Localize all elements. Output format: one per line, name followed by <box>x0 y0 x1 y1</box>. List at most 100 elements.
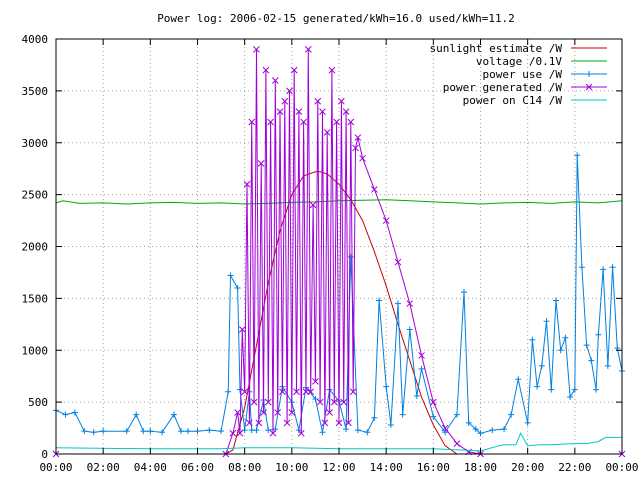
data-point <box>253 46 260 53</box>
data-point <box>609 264 616 271</box>
series-line <box>55 155 623 434</box>
data-point <box>319 108 326 115</box>
y-tick-label: 1000 <box>22 344 49 357</box>
data-point <box>297 429 305 437</box>
data-point <box>441 424 449 432</box>
chart-title: Power log: 2006-02-15 generated/kWh=16.0… <box>157 12 515 25</box>
data-point <box>288 409 296 416</box>
data-point <box>557 347 564 354</box>
data-point <box>489 427 496 434</box>
data-point <box>159 429 166 436</box>
data-point <box>338 97 345 105</box>
data-point <box>501 426 508 433</box>
x-tick-label: 14:00 <box>370 461 403 474</box>
data-point <box>227 272 234 279</box>
series-line <box>55 199 623 205</box>
data-point <box>538 362 545 369</box>
x-tick-label: 20:00 <box>511 461 544 474</box>
x-tick-label: 00:00 <box>39 461 72 474</box>
legend-marker <box>586 71 592 77</box>
data-point <box>343 426 350 433</box>
data-point <box>477 430 484 437</box>
data-point <box>406 326 413 333</box>
data-point <box>364 429 371 436</box>
x-tick-label: 06:00 <box>181 461 214 474</box>
data-point <box>342 108 350 115</box>
data-point <box>430 413 437 420</box>
data-point <box>194 428 201 435</box>
data-point <box>241 388 249 396</box>
data-point <box>279 388 286 396</box>
x-tick-label: 08:00 <box>228 461 261 474</box>
data-point <box>140 428 147 435</box>
legend-label: sunlight estimate /W <box>430 42 563 55</box>
y-tick-label: 3000 <box>22 137 49 150</box>
data-point <box>328 66 336 74</box>
y-tick-label: 2500 <box>22 189 49 202</box>
data-point <box>234 409 241 416</box>
data-point <box>62 411 69 418</box>
data-point <box>534 383 541 390</box>
data-point <box>262 66 270 74</box>
data-point <box>465 419 472 426</box>
data-point <box>583 342 590 349</box>
data-point <box>382 217 390 224</box>
data-point <box>524 419 531 426</box>
data-point <box>354 134 362 141</box>
y-tick-label: 2000 <box>22 241 49 254</box>
data-point <box>371 186 378 193</box>
data-point <box>387 421 394 428</box>
data-point <box>243 180 251 188</box>
series-4 <box>55 432 622 452</box>
data-point <box>604 362 611 369</box>
data-point <box>595 331 602 338</box>
data-point <box>508 411 515 418</box>
data-point <box>347 253 354 260</box>
data-point <box>460 289 467 296</box>
data-point <box>225 388 232 395</box>
data-point <box>133 411 140 418</box>
data-point <box>253 427 260 434</box>
data-point <box>236 429 244 437</box>
data-point <box>529 336 536 343</box>
legend-marker <box>585 83 593 91</box>
data-point <box>333 118 340 126</box>
data-point <box>548 386 555 393</box>
data-point <box>418 365 425 372</box>
data-point <box>340 398 348 406</box>
series-line <box>55 432 622 452</box>
data-point <box>255 419 263 427</box>
data-point <box>600 266 607 273</box>
series-layer <box>52 46 626 458</box>
data-point <box>81 428 88 435</box>
data-point <box>354 427 361 434</box>
data-point <box>246 419 253 427</box>
data-point <box>293 388 300 396</box>
data-point <box>442 429 449 436</box>
data-point <box>260 409 267 416</box>
data-point <box>307 388 315 396</box>
data-point <box>552 297 559 304</box>
data-point <box>147 428 154 435</box>
legend-label: voltage /0.1V <box>476 55 562 68</box>
x-tick-label: 16:00 <box>417 461 450 474</box>
data-point <box>295 108 303 115</box>
data-point <box>326 409 333 416</box>
data-point <box>170 411 177 418</box>
data-point <box>394 300 401 307</box>
data-point <box>312 378 319 385</box>
data-point <box>71 409 78 416</box>
data-point <box>100 428 107 435</box>
data-point <box>515 376 522 383</box>
y-tick-label: 3500 <box>22 85 49 98</box>
data-point <box>286 87 293 95</box>
legend-label: power use /W <box>483 68 563 81</box>
data-point <box>359 154 366 162</box>
x-tick-label: 12:00 <box>322 461 355 474</box>
data-point <box>250 398 258 406</box>
x-axis-ticks: 00:00 02:00 04:00 06:00 08:00 10:00 12:00 14:00… <box>39 39 639 474</box>
data-point <box>383 383 390 390</box>
x-tick-label: 00:00 <box>605 461 638 474</box>
data-point <box>206 427 213 434</box>
